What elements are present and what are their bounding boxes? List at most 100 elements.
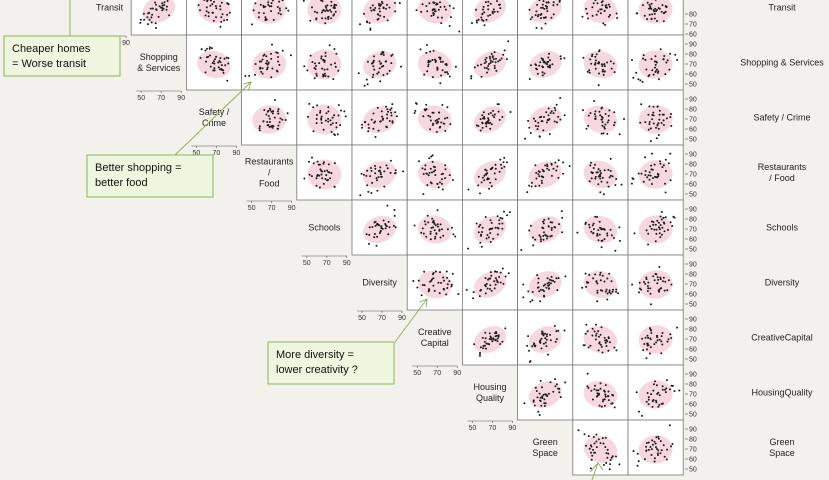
data-point: [589, 344, 592, 347]
data-point: [596, 171, 599, 174]
scatter-cell: [517, 254, 574, 311]
data-point: [653, 163, 656, 166]
data-point: [444, 177, 446, 180]
data-point: [555, 169, 558, 172]
data-point: [558, 391, 561, 394]
data-point: [154, 22, 157, 25]
data-point: [336, 133, 339, 136]
data-point: [327, 171, 330, 174]
data-point: [549, 235, 552, 238]
data-point: [335, 52, 338, 55]
data-point: [481, 126, 484, 129]
data-point: [545, 286, 548, 289]
callout: Better shopping =better food: [86, 81, 252, 198]
data-point: [430, 226, 433, 229]
data-point: [420, 10, 423, 13]
data-point: [602, 193, 605, 196]
data-point: [647, 398, 650, 401]
data-point: [595, 323, 597, 326]
data-point: [488, 55, 491, 58]
data-point: [412, 280, 415, 282]
data-point: [445, 293, 448, 296]
data-point: [601, 400, 604, 403]
data-point: [606, 277, 609, 280]
data-point: [219, 8, 222, 11]
data-point: [228, 11, 231, 14]
data-point: [373, 236, 376, 239]
data-point: [559, 57, 562, 60]
data-point: [644, 336, 647, 339]
data-point: [443, 279, 445, 282]
data-point: [603, 169, 606, 172]
data-point: [334, 62, 336, 65]
data-point: [313, 10, 316, 13]
x-tick-label: 70: [157, 95, 165, 102]
data-point: [651, 118, 654, 121]
callout: Cheaper homes= Worse transit: [3, 35, 121, 77]
data-point: [429, 128, 432, 131]
data-point: [383, 170, 386, 173]
scatter-cell: [461, 254, 518, 311]
data-point: [529, 360, 532, 363]
scatter-cell: [296, 34, 353, 91]
x-tick-label: 70: [433, 370, 441, 377]
data-point: [386, 19, 389, 22]
data-point: [371, 181, 374, 184]
data-point: [581, 15, 584, 18]
data-point: [547, 217, 550, 220]
data-point: [264, 16, 267, 19]
data-point: [151, 13, 154, 16]
data-point: [261, 72, 264, 75]
data-point: [481, 231, 483, 233]
data-point: [422, 193, 425, 196]
data-point: [321, 177, 324, 180]
data-point: [139, 18, 142, 21]
x-tick-label: 90: [288, 205, 296, 212]
data-point: [439, 125, 442, 128]
data-point: [215, 16, 217, 19]
data-point: [495, 279, 498, 282]
data-point: [649, 5, 652, 8]
data-point: [330, 10, 333, 13]
data-point: [158, 5, 161, 8]
data-point: [422, 115, 425, 118]
data-point: [491, 12, 494, 15]
data-point: [587, 386, 590, 389]
data-point: [366, 184, 369, 187]
data-point: [639, 79, 642, 82]
data-point: [325, 112, 328, 115]
data-point: [665, 387, 668, 390]
data-point: [655, 273, 658, 276]
data-point: [635, 12, 638, 15]
data-point: [650, 448, 653, 451]
data-point: [609, 174, 612, 177]
callout-arrowhead: [419, 298, 428, 308]
data-point: [609, 60, 612, 63]
data-point: [306, 69, 309, 72]
data-point: [258, 11, 260, 14]
data-point: [607, 452, 610, 455]
data-point: [587, 17, 589, 20]
data-point: [647, 287, 650, 290]
data-point: [330, 4, 333, 7]
data-point: [484, 58, 487, 61]
data-point: [648, 171, 651, 174]
data-point: [149, 7, 152, 10]
data-point: [431, 154, 434, 157]
data-point: [639, 121, 642, 124]
data-point: [154, 1, 157, 4]
data-point: [498, 219, 501, 222]
data-point: [483, 174, 486, 177]
data-point: [486, 172, 489, 175]
data-point: [606, 232, 609, 235]
data-point: [479, 192, 481, 195]
data-point: [155, 3, 157, 6]
data-point: [655, 436, 658, 439]
data-point: [546, 282, 549, 285]
data-point: [508, 211, 511, 214]
data-point: [663, 455, 666, 458]
data-point: [596, 2, 599, 5]
data-point: [439, 58, 442, 61]
data-point: [669, 333, 672, 336]
data-point: [161, 4, 164, 7]
